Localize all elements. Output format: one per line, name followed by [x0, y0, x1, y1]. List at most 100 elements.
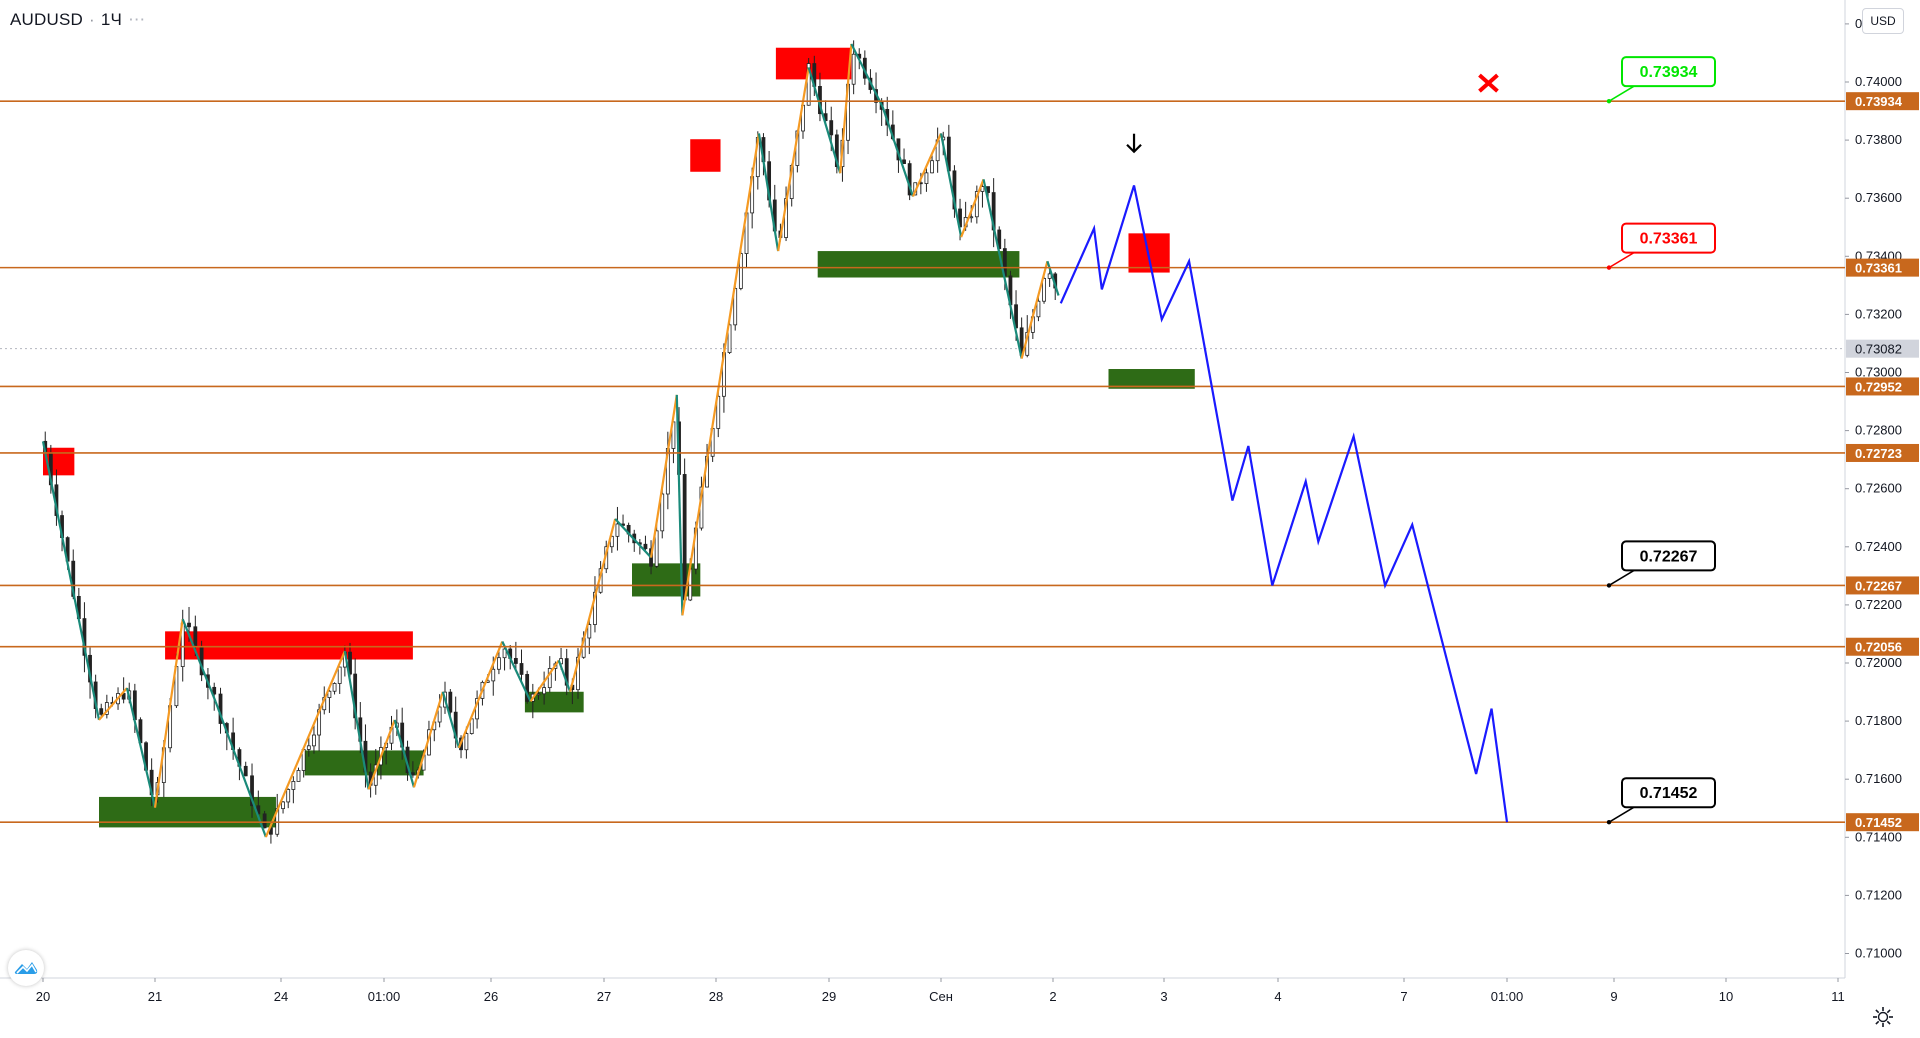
price-tick-label: 0.71200	[1855, 887, 1902, 902]
level-price-tag: 0.73361	[1846, 258, 1919, 277]
time-tick-label: 27	[597, 989, 611, 1004]
zigzag-down-segment	[982, 179, 1023, 359]
demand-zone	[524, 691, 584, 713]
candle-body	[682, 474, 687, 601]
level-tag-bg	[1846, 637, 1919, 656]
time-tick-label: 7	[1400, 989, 1407, 1004]
zigzag-up-segment	[960, 178, 985, 238]
more-dots-icon[interactable]: ⋯	[128, 10, 146, 29]
zigzag-up-segment	[529, 659, 560, 702]
zigzag-down-segment	[675, 394, 684, 616]
level-price-tag: 0.71452	[1846, 813, 1919, 832]
level-tag-bg	[1846, 92, 1919, 111]
candle-body	[502, 648, 507, 659]
level-tag-label: 0.72952	[1855, 379, 1902, 394]
price-tick-label: 0.72800	[1855, 423, 1902, 438]
zigzag-up-segment	[681, 133, 761, 616]
time-tick-label: 21	[148, 989, 162, 1004]
current-price-tag: 0.73082	[1846, 339, 1919, 358]
time-tick-label: 01:00	[1491, 989, 1524, 1004]
candle-body	[851, 53, 856, 85]
zigzag-down-segment	[125, 687, 157, 808]
level-price-tag: 0.72267	[1846, 576, 1919, 595]
price-target-callout: 0.73361	[1606, 222, 1716, 270]
price-tick-label: 0.71800	[1855, 713, 1902, 728]
symbol-header: AUDUSD · 1Ч ⋯	[10, 10, 145, 30]
callout-price-label: 0.73934	[1640, 64, 1698, 81]
symbol-name[interactable]: AUDUSD	[10, 10, 83, 29]
callout-price-label: 0.71452	[1640, 785, 1698, 802]
candle-body	[643, 543, 648, 550]
price-tick-label: 0.73800	[1855, 132, 1902, 147]
candle-body	[547, 668, 552, 689]
candle-body	[969, 216, 974, 219]
time-tick-label: 10	[1719, 989, 1733, 1004]
callout-box	[1621, 56, 1716, 88]
zigzag-down-segment	[41, 441, 101, 721]
candle-body	[448, 691, 453, 713]
level-tag-label: 0.73361	[1855, 261, 1902, 276]
zigzag-up-segment	[777, 67, 810, 252]
time-tick-label: 9	[1610, 989, 1617, 1004]
arrow-down-icon	[1126, 133, 1142, 154]
zigzag-down-segment	[881, 106, 915, 197]
zigzag-down-segment	[557, 660, 572, 693]
zigzag-down-segment	[614, 518, 652, 559]
callout-pointer	[1608, 569, 1635, 587]
callout-box	[1621, 540, 1716, 572]
currency-button[interactable]: USD	[1862, 8, 1904, 34]
candle-body	[660, 493, 665, 532]
forecast-projection-line	[1059, 185, 1509, 823]
zigzag-up-segment	[569, 518, 617, 693]
level-tag-bg	[1846, 813, 1919, 832]
candle-body	[834, 134, 839, 168]
time-tick-label: 11	[1831, 989, 1845, 1004]
candle-body	[587, 624, 592, 639]
level-tag-label: 0.73934	[1855, 94, 1903, 109]
zigzag-down-segment	[939, 133, 963, 238]
price-tick-label: 0.71400	[1855, 829, 1902, 844]
candle-body	[536, 693, 541, 696]
candle-body	[924, 172, 929, 184]
candle-body	[306, 745, 311, 750]
tradingview-logo-icon[interactable]	[8, 950, 44, 986]
candle-body	[974, 191, 979, 218]
zigzag-up-segment	[367, 719, 396, 790]
price-tick-label: 0.71000	[1855, 946, 1902, 961]
level-tag-label: 0.72056	[1855, 640, 1902, 655]
demand-zone	[817, 251, 1020, 278]
zigzag-down-segment	[393, 719, 416, 788]
candle-body	[519, 663, 524, 675]
candle-body	[262, 813, 267, 829]
candle-body	[1036, 300, 1041, 318]
candle-body	[291, 781, 296, 790]
level-tag-label: 0.72723	[1855, 446, 1902, 461]
zigzag-up-segment	[1020, 260, 1049, 359]
price-tick-label: 0.72400	[1855, 539, 1902, 554]
callout-pointer	[1608, 806, 1635, 823]
candle-body	[615, 523, 620, 537]
candle-body	[437, 706, 442, 723]
zigzag-up-segment	[839, 43, 853, 174]
level-tag-label: 0.72267	[1855, 578, 1902, 593]
zigzag-down-segment	[501, 641, 532, 702]
zigzag-down-segment	[807, 67, 842, 174]
candles-group	[43, 40, 1058, 844]
time-tick-label: 28	[709, 989, 723, 1004]
current-price-bg	[1846, 339, 1919, 358]
candle-body	[212, 686, 217, 695]
zigzag-down-segment	[181, 618, 217, 702]
price-tick-label: 0.73000	[1855, 365, 1902, 380]
candle-body	[250, 775, 254, 807]
zigzag-down-segment	[214, 700, 267, 838]
separator-dot: ·	[89, 10, 95, 29]
time-tick-label: Сен	[929, 989, 953, 1004]
time-tick-label: 01:00	[368, 989, 401, 1004]
settings-gear-icon[interactable]	[1870, 1004, 1896, 1030]
level-tag-bg	[1846, 377, 1919, 396]
interval-label[interactable]: 1Ч	[100, 10, 123, 29]
candle-body	[513, 657, 518, 664]
level-tag-bg	[1846, 443, 1919, 462]
